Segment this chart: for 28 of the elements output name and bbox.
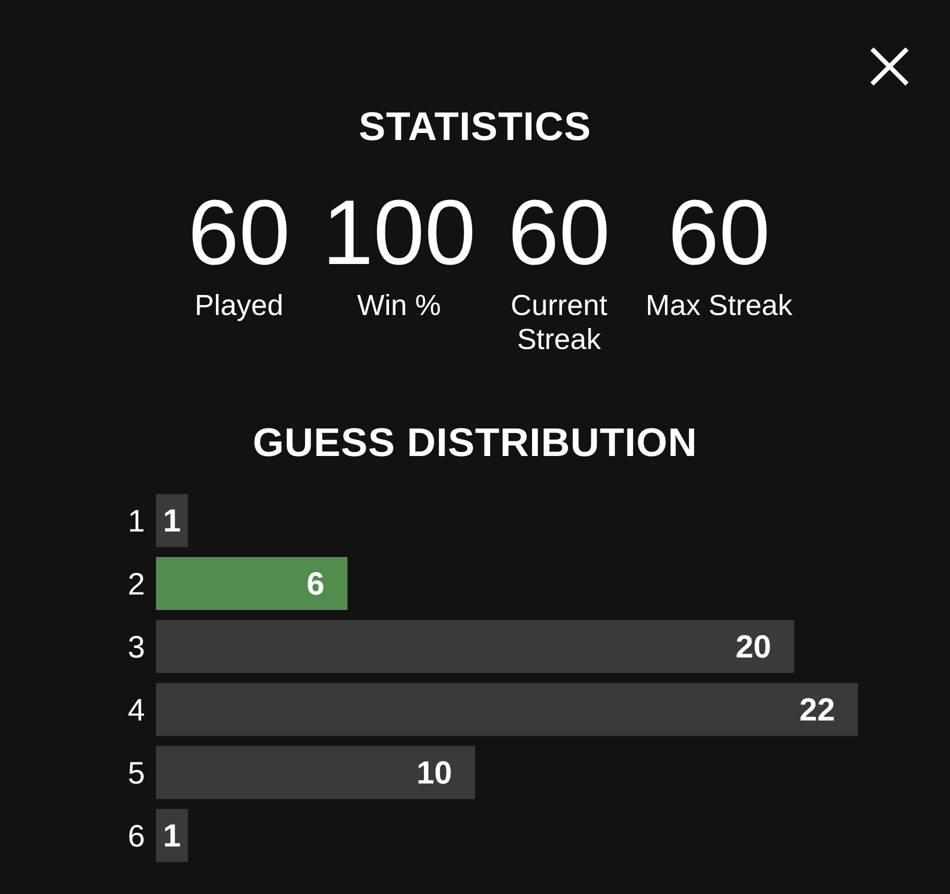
data-label: 10 — [416, 754, 452, 790]
text: STATISTICS — [358, 105, 592, 149]
data-label: 1 — [163, 818, 181, 854]
category-label: Played — [194, 289, 284, 323]
bar — [156, 746, 476, 799]
data-label: 1 — [163, 502, 181, 538]
chart-title: GUESS DISTRIBUTION — [252, 421, 698, 465]
y-tick-label: 5 — [128, 756, 145, 791]
y-tick-label: 1 — [128, 504, 145, 539]
data-label: 60 — [506, 182, 612, 284]
bar — [156, 683, 858, 736]
y-tick-label: 3 — [128, 630, 145, 665]
bar — [156, 620, 794, 673]
data-label: 100 — [321, 182, 477, 284]
category-label: Win % — [356, 289, 442, 323]
bar — [156, 494, 188, 547]
bar — [156, 809, 188, 862]
category-label: Max Streak — [644, 289, 794, 323]
y-tick-label: 2 — [128, 566, 145, 602]
y-tick-label: 6 — [128, 818, 145, 854]
y-tick-label: 4 — [128, 692, 145, 728]
data-label: 20 — [736, 628, 772, 664]
data-label: 22 — [799, 692, 835, 728]
data-label: 60 — [666, 182, 772, 284]
category-label: Current Streak — [510, 289, 608, 357]
data-label: 6 — [306, 566, 324, 602]
bar — [156, 557, 348, 610]
data-label: 60 — [186, 182, 292, 284]
